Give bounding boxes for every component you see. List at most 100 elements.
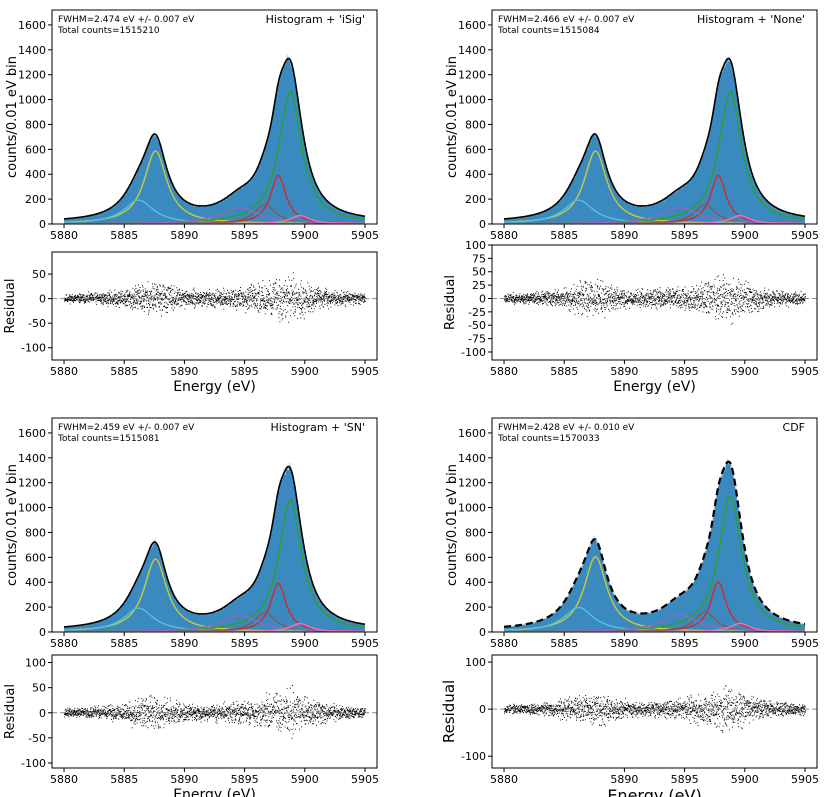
y-tick-label: 800 — [465, 118, 486, 131]
residual-x-tick-label: 5885 — [110, 773, 138, 786]
x-tick-label: 5890 — [610, 637, 638, 650]
residual-x-tick-label: 5890 — [610, 773, 638, 786]
residual-y-axis-label: Residual — [3, 279, 18, 334]
histogram-bars — [64, 58, 365, 225]
main-axes-frame — [51, 9, 378, 225]
x-tick-label: 5895 — [231, 229, 259, 242]
x-tick-label: 5900 — [731, 229, 759, 242]
residual-y-tick-label: -50 — [28, 732, 46, 745]
residual-x-tick-label: 5880 — [490, 773, 518, 786]
y-tick-label: 1400 — [458, 452, 486, 465]
fwhm-annotation: FWHM=2.459 eV +/- 0.007 eV — [58, 423, 195, 433]
x-tick-label: 5905 — [791, 637, 819, 650]
chart-panel-top-right: 5880 5885 5890 5895 5900 5905 0 200 400 600 800 100… — [443, 9, 819, 395]
y-tick-label: 1200 — [18, 69, 46, 82]
residual-y-axis-label: Residual — [443, 275, 458, 330]
residual-y-tick-label: 50 — [32, 682, 46, 695]
y-axis-label: counts/0.01 eV bin — [445, 56, 460, 178]
residual-x-tick-label: 5880 — [50, 365, 78, 378]
residual-x-tick-label: 5895 — [671, 365, 699, 378]
residual-y-axis-label: Residual — [440, 680, 458, 743]
y-tick-label: 400 — [25, 168, 46, 181]
y-tick-label: 600 — [25, 551, 46, 564]
residual-x-tick-label: 5890 — [170, 773, 198, 786]
residual-x-axis-label: Energy (eV) — [607, 786, 701, 797]
total-counts-annotation: Total counts=1570033 — [497, 434, 600, 444]
x-tick-label: 5890 — [170, 637, 198, 650]
y-tick-label: 1200 — [458, 477, 486, 490]
total-fit-curve — [503, 57, 806, 220]
residual-x-tick-label: 5905 — [791, 365, 819, 378]
x-tick-label: 5895 — [671, 229, 699, 242]
residual-y-tick-label: -50 — [28, 317, 46, 330]
x-tick-label: 5885 — [110, 229, 138, 242]
x-tick-label: 5885 — [550, 229, 578, 242]
residual-axes-frame — [491, 244, 818, 361]
x-tick-label: 5905 — [351, 229, 379, 242]
y-axis-label: counts/0.01 eV bin — [5, 464, 20, 586]
y-axis-label: counts/0.01 eV bin — [5, 56, 20, 178]
fwhm-annotation: FWHM=2.428 eV +/- 0.010 eV — [498, 423, 635, 433]
residual-y-tick-label: 100 — [465, 239, 486, 252]
y-tick-label: 1000 — [458, 94, 486, 107]
y-tick-label: 0 — [39, 626, 46, 639]
y-tick-label: 1200 — [18, 477, 46, 490]
residual-x-tick-label: 5895 — [231, 773, 259, 786]
residual-x-tick-label: 5890 — [170, 365, 198, 378]
x-tick-label: 5880 — [490, 637, 518, 650]
fwhm-annotation: FWHM=2.474 eV +/- 0.007 eV — [58, 15, 195, 25]
y-tick-label: 800 — [25, 118, 46, 131]
y-tick-label: 400 — [465, 576, 486, 589]
y-tick-label: 600 — [25, 143, 46, 156]
y-tick-label: 1000 — [458, 502, 486, 515]
x-tick-label: 5880 — [50, 637, 78, 650]
residual-y-tick-label: 50 — [32, 268, 46, 281]
y-tick-label: 1400 — [18, 44, 46, 57]
total-counts-annotation: Total counts=1515210 — [57, 26, 160, 36]
x-tick-label: 5895 — [671, 637, 699, 650]
residual-y-tick-label: 25 — [472, 279, 486, 292]
y-tick-label: 800 — [465, 526, 486, 539]
residual-x-axis-label: Energy (eV) — [173, 379, 256, 395]
total-counts-annotation: Total counts=1515081 — [57, 434, 160, 444]
residual-x-tick-label: 5900 — [731, 365, 759, 378]
residual-axes-frame — [51, 654, 378, 769]
main-axes-frame — [491, 417, 818, 633]
total-fit-curve — [63, 465, 366, 628]
histogram-bars — [64, 466, 365, 632]
residual-y-tick-label: 75 — [472, 252, 486, 265]
x-tick-label: 5880 — [50, 229, 78, 242]
residual-x-tick-label: 5895 — [231, 365, 259, 378]
residual-y-tick-label: -100 — [21, 757, 46, 770]
y-tick-label: 600 — [465, 143, 486, 156]
y-tick-label: 0 — [479, 218, 486, 231]
y-tick-label: 0 — [479, 626, 486, 639]
residual-x-tick-label: 5900 — [291, 773, 319, 786]
y-tick-label: 800 — [25, 526, 46, 539]
x-tick-label: 5905 — [351, 637, 379, 650]
x-tick-label: 5900 — [291, 637, 319, 650]
main-axes-frame — [51, 417, 378, 633]
residual-axes-frame — [51, 251, 378, 361]
chart-panel-bottom-left: 5880 5885 5890 5895 5900 5905 0 200 400 600 800 100… — [3, 417, 379, 797]
y-tick-label: 1000 — [18, 94, 46, 107]
residual-y-tick-label: 0 — [479, 292, 486, 305]
histogram-bars — [504, 461, 805, 632]
residual-y-tick-label: -100 — [461, 346, 486, 359]
y-tick-label: 200 — [465, 193, 486, 206]
residual-y-tick-label: 0 — [479, 703, 486, 716]
x-tick-label: 5890 — [610, 229, 638, 242]
x-tick-label: 5880 — [490, 229, 518, 242]
x-tick-label: 5900 — [731, 637, 759, 650]
y-tick-label: 1400 — [18, 452, 46, 465]
residual-x-tick-label: 5885 — [110, 365, 138, 378]
residual-y-tick-label: 100 — [25, 657, 46, 670]
y-tick-label: 200 — [25, 193, 46, 206]
x-tick-label: 5895 — [231, 637, 259, 650]
residual-y-tick-label: 100 — [465, 656, 486, 669]
fit-method-label: CDF — [783, 421, 805, 434]
residual-x-tick-label: 5905 — [791, 773, 819, 786]
residual-x-tick-label: 5900 — [291, 365, 319, 378]
fit-method-label: Histogram + 'SN' — [270, 421, 365, 434]
residual-points — [64, 685, 366, 739]
